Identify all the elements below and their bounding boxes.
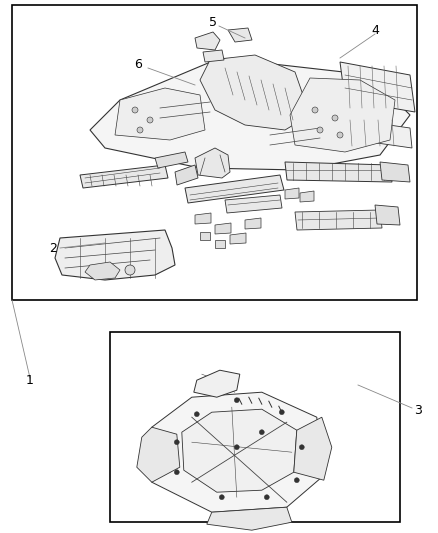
Polygon shape — [155, 152, 188, 168]
Circle shape — [174, 440, 179, 445]
Polygon shape — [215, 240, 225, 248]
Polygon shape — [195, 213, 211, 224]
Circle shape — [294, 478, 299, 483]
Polygon shape — [85, 262, 120, 280]
Text: 2: 2 — [49, 241, 57, 254]
Text: 3: 3 — [414, 403, 422, 416]
Polygon shape — [185, 175, 284, 203]
Polygon shape — [295, 210, 382, 230]
Polygon shape — [175, 165, 198, 185]
Polygon shape — [80, 165, 168, 188]
Circle shape — [312, 107, 318, 113]
Circle shape — [234, 445, 239, 450]
Polygon shape — [245, 218, 261, 229]
Polygon shape — [228, 28, 252, 42]
Text: 6: 6 — [134, 59, 142, 71]
Polygon shape — [225, 195, 282, 213]
Polygon shape — [182, 409, 297, 492]
Circle shape — [337, 132, 343, 138]
Polygon shape — [294, 417, 332, 480]
Polygon shape — [285, 188, 299, 199]
Polygon shape — [215, 223, 231, 234]
Circle shape — [125, 265, 135, 275]
Polygon shape — [203, 50, 224, 62]
Circle shape — [332, 115, 338, 121]
Polygon shape — [380, 162, 410, 182]
Circle shape — [234, 398, 239, 403]
Polygon shape — [200, 55, 310, 130]
Circle shape — [264, 495, 269, 500]
Bar — [110, 332, 400, 522]
Text: 4: 4 — [371, 23, 379, 36]
Polygon shape — [230, 233, 246, 244]
Circle shape — [174, 470, 179, 475]
Circle shape — [279, 410, 284, 415]
Polygon shape — [285, 162, 392, 182]
Polygon shape — [55, 230, 175, 280]
Polygon shape — [137, 427, 180, 482]
Bar — [12, 5, 417, 300]
Circle shape — [299, 445, 304, 450]
Polygon shape — [152, 392, 322, 512]
Polygon shape — [200, 232, 210, 240]
Circle shape — [219, 495, 224, 500]
Circle shape — [132, 107, 138, 113]
Polygon shape — [375, 205, 400, 225]
Circle shape — [194, 411, 199, 417]
Text: 5: 5 — [209, 15, 217, 28]
Polygon shape — [340, 118, 412, 148]
Circle shape — [137, 127, 143, 133]
Polygon shape — [300, 191, 314, 202]
Polygon shape — [115, 88, 205, 140]
Polygon shape — [194, 370, 240, 397]
Polygon shape — [195, 32, 220, 50]
Text: 1: 1 — [26, 374, 34, 386]
Circle shape — [259, 430, 264, 435]
Circle shape — [317, 127, 323, 133]
Polygon shape — [290, 78, 395, 152]
Circle shape — [147, 117, 153, 123]
Polygon shape — [90, 58, 410, 170]
Polygon shape — [340, 62, 415, 112]
Polygon shape — [195, 148, 230, 178]
Polygon shape — [207, 507, 292, 530]
